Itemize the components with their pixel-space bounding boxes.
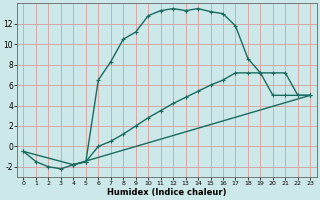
- X-axis label: Humidex (Indice chaleur): Humidex (Indice chaleur): [107, 188, 227, 197]
